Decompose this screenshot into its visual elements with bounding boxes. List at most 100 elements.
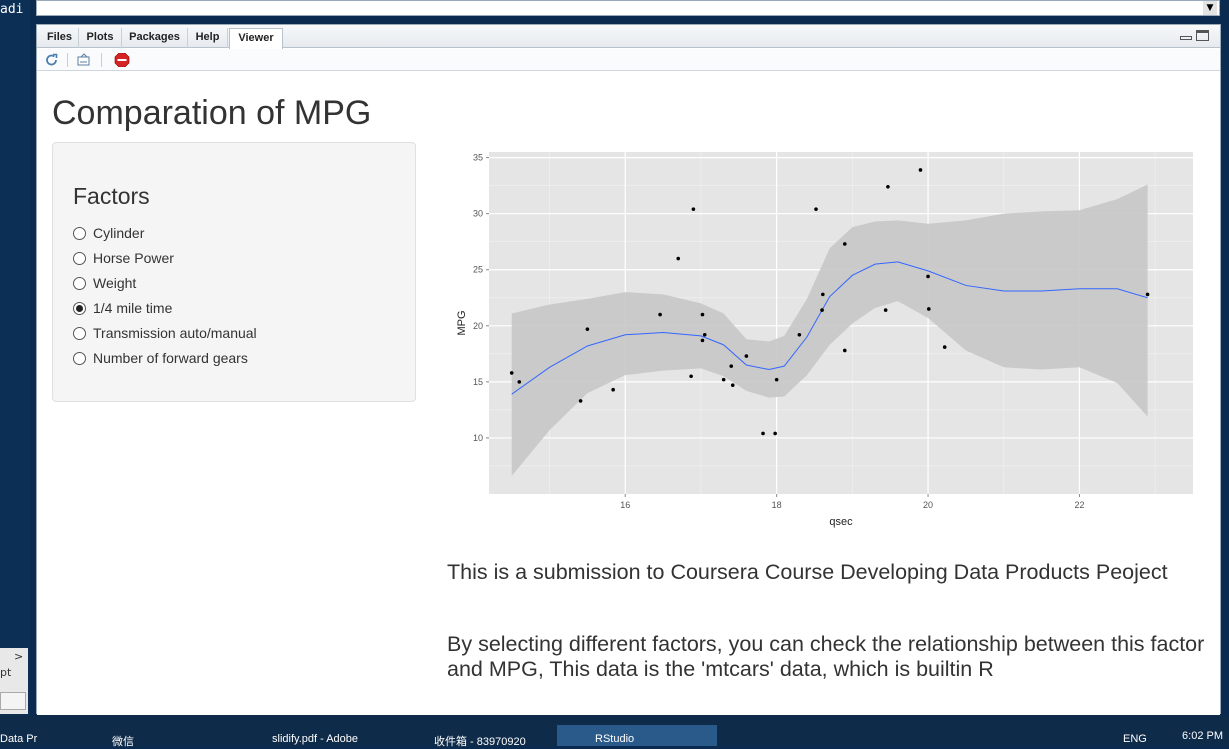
tab-packages[interactable]: Packages [122, 28, 188, 48]
data-point [721, 377, 726, 382]
data-point [886, 184, 890, 189]
toolbar-divider [101, 53, 102, 67]
window-controls [1180, 30, 1212, 42]
export-icon[interactable] [76, 53, 92, 67]
language-indicator[interactable]: ENG [1123, 733, 1147, 745]
data-point [700, 338, 705, 343]
smooth-line [511, 261, 1148, 395]
data-point [689, 374, 693, 379]
y-tick-label: 25 [473, 265, 483, 275]
data-point [578, 399, 583, 403]
data-point [700, 312, 705, 317]
y-tick-label: 20 [473, 321, 483, 331]
data-point [814, 207, 818, 211]
radio-button[interactable] [73, 226, 86, 240]
data-point [744, 354, 749, 358]
taskbar-item-mail[interactable]: 收件箱 - 83970920 [434, 736, 526, 748]
refresh-icon[interactable] [44, 53, 60, 67]
data-point [676, 256, 681, 261]
taskbar-item-wechat[interactable]: 微信 [112, 736, 134, 748]
toolbar-divider [67, 53, 68, 67]
mpg-scatter-plot: 16 18 20 22 10 15 20 25 30 35 qsec MPG [456, 152, 1193, 528]
data-point [773, 431, 777, 436]
data-point [729, 364, 734, 368]
option-label: Cylinder [93, 225, 145, 241]
data-point [585, 327, 590, 331]
maximize-pane-button[interactable] [1196, 30, 1209, 41]
factor-option[interactable]: Number of forward gears [73, 348, 248, 368]
data-point [842, 348, 847, 353]
system-clock: 6:02 PM [1182, 730, 1223, 742]
y-axis-label: MPG [456, 310, 468, 335]
data-point [927, 307, 931, 311]
data-point [942, 345, 947, 349]
taskbar-item-pdf[interactable]: slidify.pdf - Adobe [272, 733, 359, 745]
factor-option[interactable]: Transmission auto/manual [73, 323, 257, 343]
viewer-pane: Files Plots Packages Help Viewer Compara… [36, 24, 1221, 715]
data-point [691, 207, 696, 211]
left-dropdown[interactable]: pt [0, 666, 12, 679]
pane-tabbar: Files Plots Packages Help Viewer [37, 25, 1220, 49]
sidebar-panel: Factors Cylinder Horse Power Weight 1/4 mil… [52, 142, 416, 402]
instruction-paragraph: By selecting different factors, you can … [447, 632, 1205, 681]
option-label: Weight [93, 275, 137, 291]
radio-button[interactable] [73, 351, 86, 365]
radio-button[interactable] [73, 251, 86, 265]
x-tick-label: 16 [620, 500, 630, 510]
data-point [820, 308, 824, 312]
data-point [774, 377, 779, 382]
background-console-strip: adi [0, 0, 30, 715]
option-label: Number of forward gears [93, 350, 248, 366]
viewer-toolbar [37, 49, 1220, 71]
windows-taskbar: Data Pr 微信 slidify.pdf - Adobe 收件箱 - 839… [0, 715, 1229, 748]
console-text: adi [0, 2, 24, 17]
chevron-down-icon[interactable]: ▼ [1203, 1, 1217, 15]
option-label: Horse Power [93, 250, 174, 266]
factor-option[interactable]: Weight [73, 273, 136, 293]
data-point [611, 387, 615, 392]
y-tick-label: 35 [473, 153, 483, 163]
radio-button[interactable] [73, 301, 86, 315]
option-label: 1/4 mile time [93, 300, 173, 316]
data-point [821, 292, 825, 297]
x-axis-label: qsec [829, 516, 853, 528]
radio-button[interactable] [73, 326, 86, 340]
maximize-button[interactable] [0, 692, 26, 710]
data-point [1145, 292, 1150, 297]
confidence-band [511, 184, 1148, 477]
data-point [842, 242, 847, 246]
tab-help[interactable]: Help [188, 28, 228, 48]
radio-button[interactable] [73, 276, 86, 290]
tab-files[interactable]: Files [41, 28, 79, 48]
data-point [918, 168, 923, 172]
data-point [658, 312, 662, 317]
sidebar-heading: Factors [73, 183, 150, 209]
factor-option[interactable]: 1/4 mile time [73, 298, 172, 318]
data-point [509, 371, 514, 375]
taskbar-item-data[interactable]: Data Pr [0, 733, 38, 745]
taskbar-item-rstudio[interactable]: RStudio [557, 725, 717, 746]
y-tick-label: 30 [473, 209, 483, 219]
source-pane-scroll: ▼ [36, 0, 1220, 16]
chevron-right-icon[interactable]: > [14, 650, 24, 663]
tab-plots[interactable]: Plots [79, 28, 122, 48]
factor-option[interactable]: Cylinder [73, 223, 144, 243]
page-title: Comparation of MPG [52, 94, 372, 132]
data-point [883, 308, 888, 312]
data-point [517, 380, 522, 384]
x-tick-label: 22 [1074, 500, 1084, 510]
y-tick-label: 10 [473, 433, 483, 443]
data-point [797, 332, 802, 337]
data-point [761, 431, 765, 436]
data-point [702, 332, 707, 337]
stop-icon[interactable] [114, 53, 130, 67]
factor-option[interactable]: Horse Power [73, 248, 174, 268]
left-pane-controls: > pt [0, 648, 28, 714]
x-tick-label: 20 [923, 500, 933, 510]
minimize-pane-button[interactable] [1180, 36, 1192, 40]
x-tick-label: 18 [772, 500, 782, 510]
y-tick-label: 15 [473, 377, 483, 387]
tab-viewer[interactable]: Viewer [229, 28, 283, 49]
data-point [926, 274, 930, 279]
option-label: Transmission auto/manual [93, 325, 257, 341]
